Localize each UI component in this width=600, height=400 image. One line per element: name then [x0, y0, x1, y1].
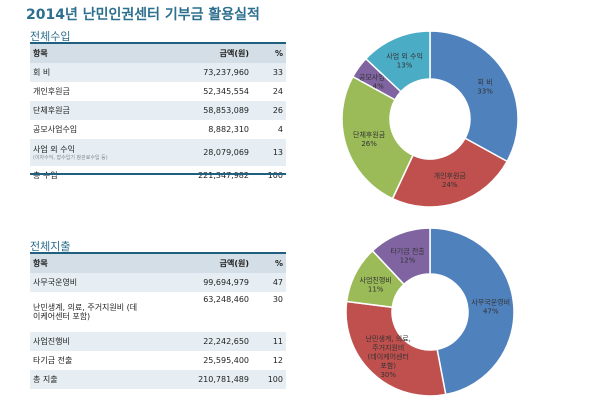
slice-category-label: 사업진행비 [360, 276, 392, 285]
income-top-rule [30, 42, 286, 44]
slice-category-label: (데이케어센터 [368, 352, 409, 361]
slice-category-label: 회 비 [478, 78, 493, 87]
slice-category-label: 개인후원금 [434, 171, 467, 180]
pie-slice [429, 30, 519, 163]
pie-slice [364, 30, 431, 93]
row-label: 총 수입 [33, 171, 58, 180]
row-amount: 221,347,982 [198, 171, 249, 180]
slice-percent-label: 47% [483, 307, 499, 315]
row-label: 난민생계, 의료, 주거지원비 (데이케어센터 포함) [33, 303, 138, 321]
slice-category-label: 공모사업수입 [359, 73, 398, 82]
pie-slice [371, 227, 431, 286]
expense-col-pct: % [274, 259, 283, 268]
table-row: 사무국운영비 99,694,979 47 [30, 273, 286, 292]
row-pct: 100 [267, 171, 283, 180]
slice-percent-label: 30% [380, 371, 396, 379]
slice-category-label: 포함) [380, 361, 396, 370]
slice-percent-label: 13% [397, 61, 413, 69]
row-label-cell: 사업 외 수익 (이자수익, 잡수입기 참관료수입 등) [30, 139, 146, 166]
row-pct: 13 [272, 148, 283, 157]
expense-table: 항목 금액(원) % 사무국운영비 99,694,979 47 난민생계, 의료… [30, 254, 286, 389]
pie-slice [341, 75, 414, 200]
row-amount: 58,853,089 [203, 106, 249, 115]
table-row: 사업 외 수익 (이자수익, 잡수입기 참관료수입 등) 28,079,069 … [30, 139, 286, 166]
row-label: 사무국운영비 [33, 278, 78, 287]
table-row: 공모사업수입 8,882,310 4 [30, 120, 286, 139]
slice-category-label: 주거지원비 [372, 343, 404, 352]
slice-percent-label: 26% [361, 140, 377, 148]
row-label: 단체후원금 [33, 106, 70, 115]
row-pct: 47 [272, 278, 283, 287]
row-amount: 73,237,960 [203, 68, 249, 77]
row-pct: 4 [277, 125, 283, 134]
slice-percent-label: 33% [477, 88, 493, 96]
income-col-item: 항목 [33, 49, 48, 58]
row-amount: 8,882,310 [208, 125, 249, 134]
table-row: 타기금 전출 25,595,400 12 [30, 351, 286, 370]
income-heading: 전체수입 [30, 30, 71, 43]
table-row: 단체후원금 58,853,089 26 [30, 101, 286, 120]
income-bottom-rule [30, 173, 286, 175]
row-label: 사업진행비 [33, 337, 70, 346]
expense-col-item: 항목 [33, 259, 48, 268]
row-label: 개인후원금 [33, 87, 70, 96]
expense-top-rule [30, 252, 286, 254]
row-pct: 33 [272, 68, 283, 77]
row-amount: 28,079,069 [203, 148, 249, 157]
income-table: 항목 금액(원) % 회 비 73,237,960 33 개인후원금 52,34… [30, 44, 286, 185]
row-pct: 100 [267, 375, 283, 384]
slice-category-label: 사무국운영비 [471, 297, 510, 306]
row-amount: 25,595,400 [203, 356, 249, 365]
income-col-pct: % [274, 49, 283, 58]
slice-percent-label: 11% [368, 286, 384, 294]
table-row: 사업진행비 22,242,650 11 [30, 332, 286, 351]
pie-slice [391, 137, 509, 208]
slice-percent-label: 4% [373, 83, 384, 91]
table-row: 개인후원금 52,345,554 24 [30, 82, 286, 101]
slice-category-label: 단체후원금 [353, 130, 386, 139]
row-amount: 22,242,650 [203, 337, 249, 346]
row-label: 회 비 [33, 68, 51, 77]
slice-category-label: 사업 외 수익 [386, 51, 423, 60]
income-col-amount: 금액(원) [219, 49, 249, 58]
page-title: 2014년 난민인권센터 기부금 활용실적 [26, 7, 260, 23]
row-amount: 99,694,979 [203, 278, 249, 287]
slice-category-label: 타기금 전출 [390, 246, 425, 255]
row-amount: 52,345,554 [203, 87, 249, 96]
row-note: (이자수익, 잡수입기 참관료수입 등) [33, 155, 108, 161]
slice-percent-label: 12% [400, 256, 416, 264]
row-pct: 24 [272, 87, 283, 96]
row-label: 공모사업수입 [33, 125, 78, 134]
expense-col-amount: 금액(원) [219, 259, 249, 268]
row-label: 사업 외 수익 [33, 145, 75, 154]
row-pct: 11 [272, 337, 283, 346]
table-row-total: 총 지출 210,781,489 100 [30, 370, 286, 389]
row-pct: 30 [272, 295, 283, 304]
expense-heading: 전체지출 [30, 240, 71, 253]
slice-percent-label: 24% [442, 181, 458, 189]
pie-slice [345, 300, 447, 397]
table-row: 난민생계, 의료, 주거지원비 (데이케어센터 포함) 63,248,460 3… [30, 292, 286, 332]
expense-header-row: 항목 금액(원) % [30, 254, 286, 273]
slice-category-label: 난민생계, 의료, [366, 334, 411, 343]
table-row-total: 총 수입 221,347,982 100 [30, 166, 286, 185]
income-header-row: 항목 금액(원) % [30, 44, 286, 63]
row-pct: 12 [272, 356, 283, 365]
row-amount: 210,781,489 [198, 375, 249, 384]
pie-slice [429, 227, 515, 396]
row-amount: 63,248,460 [203, 295, 249, 304]
table-row: 회 비 73,237,960 33 [30, 63, 286, 82]
row-label: 타기금 전출 [33, 356, 73, 365]
row-pct: 26 [272, 106, 283, 115]
row-label: 총 지출 [33, 375, 58, 384]
